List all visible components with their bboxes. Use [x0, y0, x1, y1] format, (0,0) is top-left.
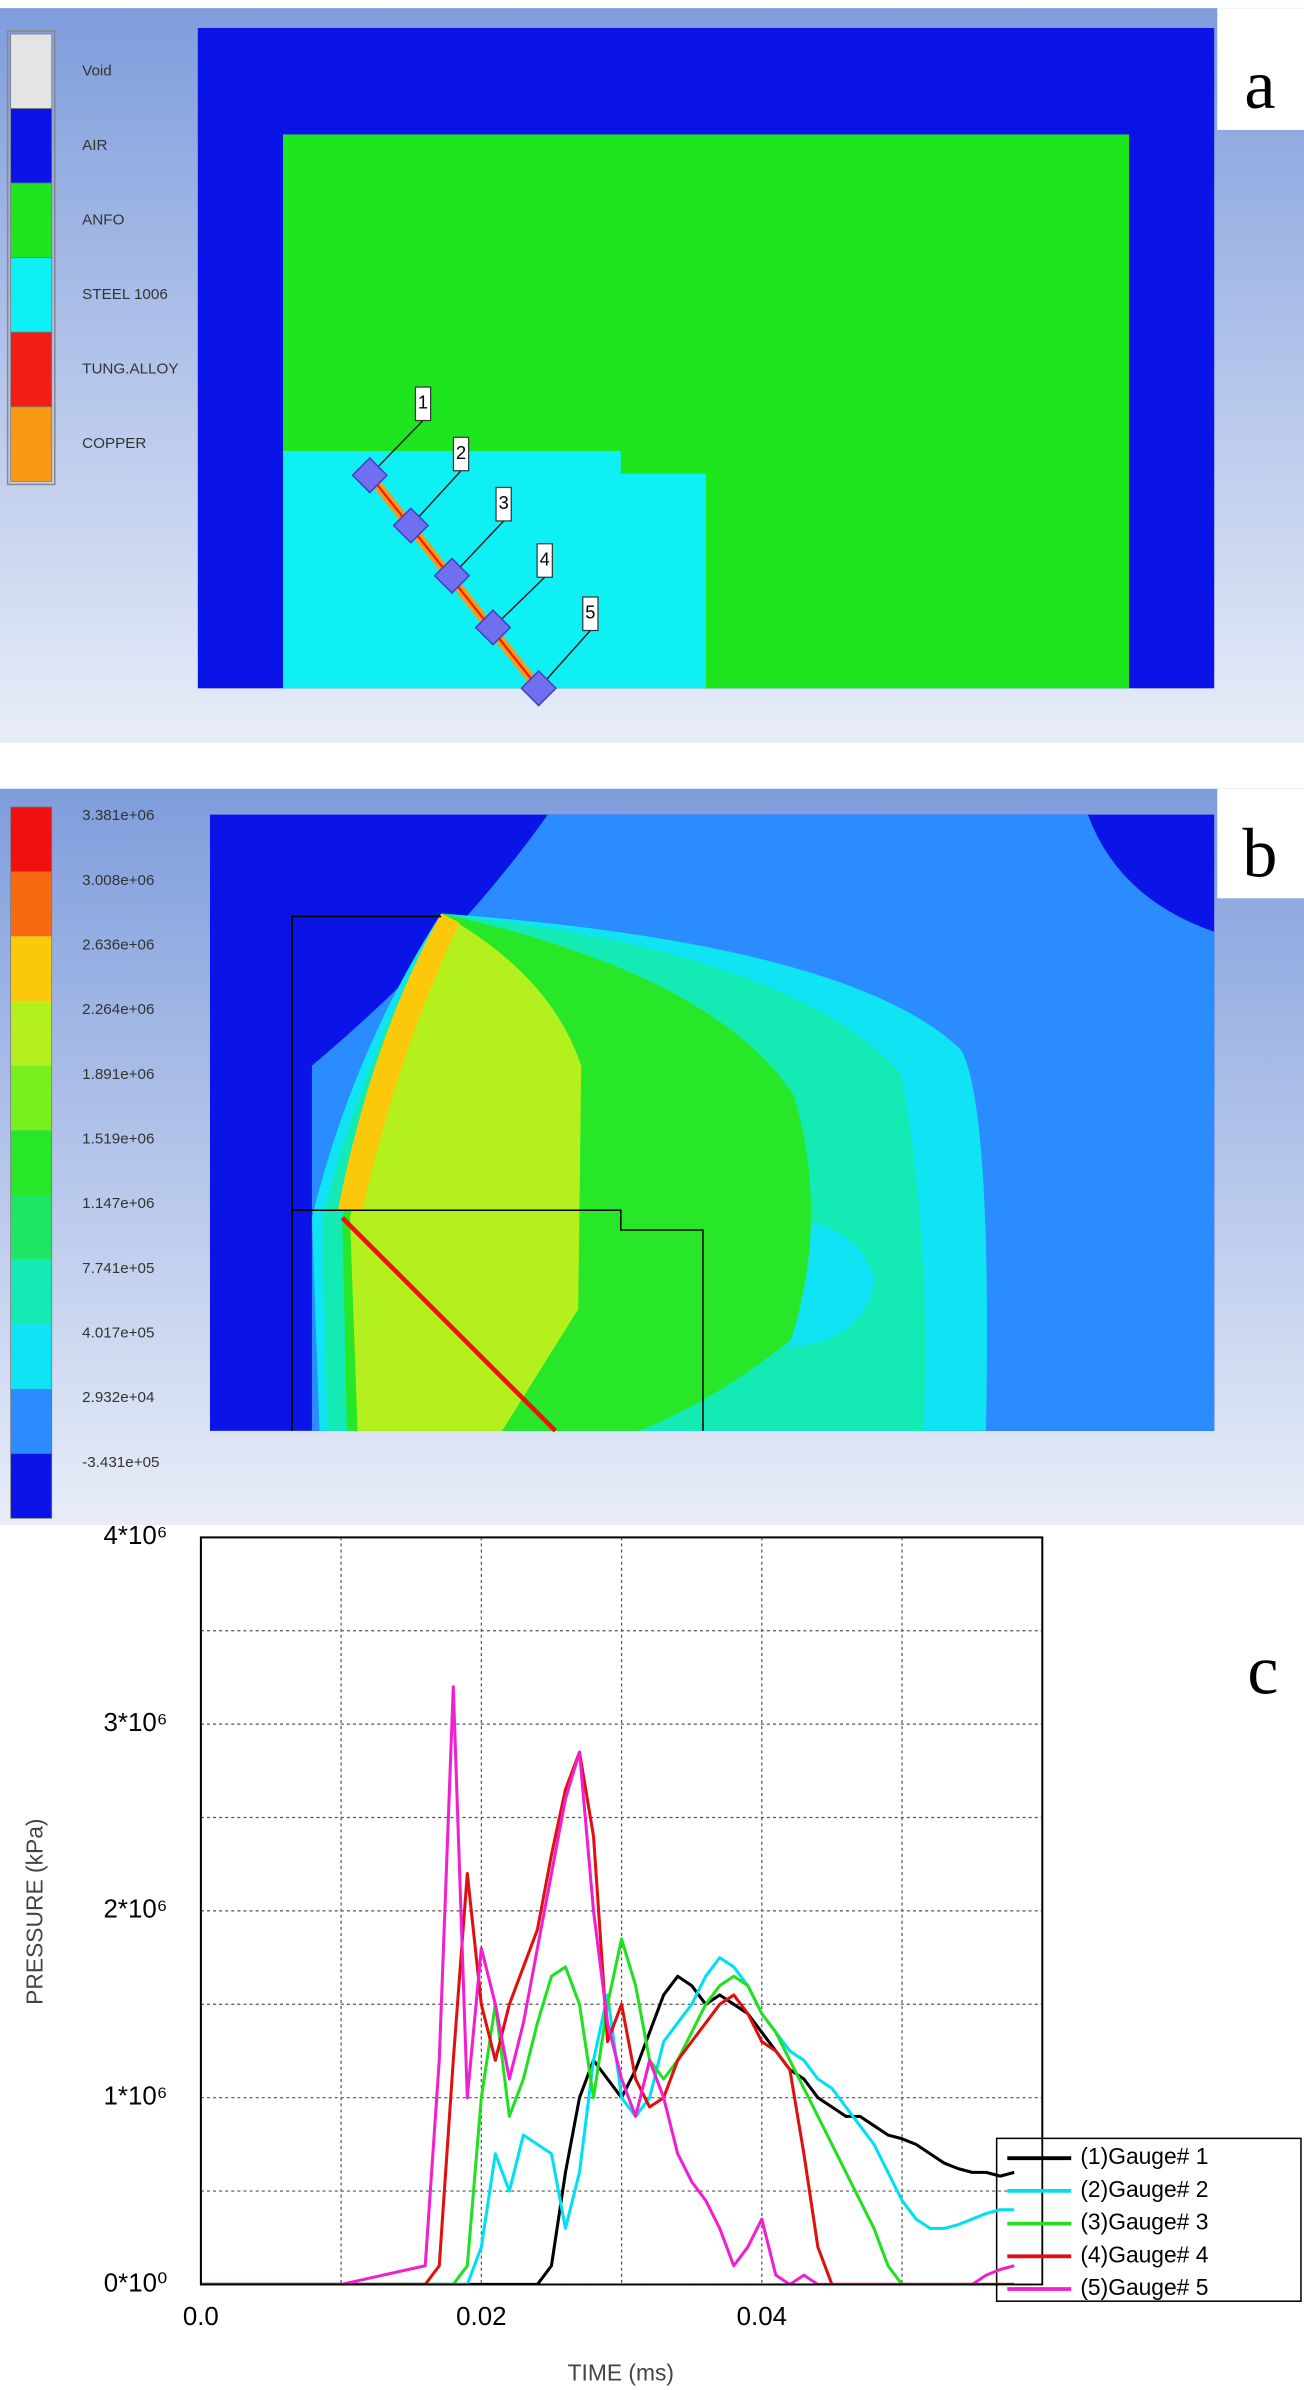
legend-label: Void	[82, 62, 112, 79]
legend-label: (4)Gauge# 4	[1080, 2241, 1208, 2267]
jet	[340, 1216, 557, 1433]
legend-label: (3)Gauge# 3	[1080, 2209, 1208, 2235]
x-tick-label: 0.02	[456, 2303, 506, 2331]
colorbar-label: 4.017e+05	[82, 1324, 154, 1341]
legend-swatch	[10, 406, 53, 482]
y-axis-label: PRESSURE (kPa)	[22, 1818, 48, 2004]
series-line	[200, 1750, 1015, 2285]
colorbar-band	[10, 871, 52, 937]
panel-label: a	[1244, 47, 1275, 124]
colorbar-band	[10, 1130, 52, 1195]
colorbar-band	[10, 1453, 52, 1519]
x-tick-label: 0.04	[737, 2303, 787, 2331]
label-box	[1217, 788, 1304, 899]
colorbar-label: 2.636e+06	[82, 936, 154, 953]
y-tick-label: 1*10⁶	[104, 2083, 168, 2111]
gauge-label: 5	[585, 602, 595, 623]
label-box	[1217, 8, 1304, 130]
legend-swatch	[10, 331, 53, 408]
colorbar-band	[10, 936, 52, 1001]
colorbar-label: 1.519e+06	[82, 1130, 154, 1147]
y-tick-label: 2*10⁶	[104, 1896, 168, 1924]
legend-label: (2)Gauge# 2	[1080, 2176, 1208, 2202]
legend-label: (5)Gauge# 5	[1080, 2274, 1208, 2300]
panel-label: c	[1247, 1632, 1278, 1709]
legend-swatch	[10, 108, 53, 184]
material-outline	[291, 915, 704, 1431]
colorbar-band	[10, 1195, 52, 1260]
y-tick-label: 0*10⁰	[104, 2269, 168, 2297]
panel-label: b	[1242, 815, 1277, 892]
colorbar-band	[10, 1324, 52, 1390]
colorbar-frame	[10, 806, 53, 1519]
colorbar-band	[10, 1259, 52, 1325]
gauge-label-box	[414, 386, 432, 422]
colorbar-label: 3.008e+06	[82, 872, 154, 889]
gauge-marker	[474, 609, 512, 646]
y-tick-label: 4*10⁶	[104, 1522, 168, 1550]
legend-label: STEEL 1006	[82, 286, 168, 303]
colorbar-band	[10, 1000, 52, 1066]
steel-region	[283, 450, 707, 689]
gauge-label-box	[536, 543, 553, 578]
legend	[995, 2137, 1302, 2302]
gauge-marker	[433, 557, 471, 595]
colorbar-label: 7.741e+05	[82, 1260, 154, 1277]
gauge-label-box	[495, 486, 512, 522]
series-line	[200, 1685, 1015, 2285]
legend-label: TUNG.ALLOY	[82, 361, 178, 378]
x-axis-label: TIME (ms)	[568, 2359, 674, 2385]
series-line	[200, 1956, 1015, 2285]
legend-label: AIR	[82, 137, 107, 154]
legend-label: COPPER	[82, 435, 146, 452]
colorbar-label: 1.147e+06	[82, 1195, 154, 1212]
legend-swatch	[10, 182, 53, 259]
colorbar-label: 2.932e+04	[82, 1389, 155, 1406]
gauge-label: 4	[540, 548, 550, 569]
colorbar-band	[10, 1065, 52, 1131]
gauge-marker	[351, 456, 389, 494]
colorbar-band	[10, 1389, 52, 1454]
plot-border	[199, 1536, 1044, 2286]
gauge-label: 2	[456, 442, 466, 463]
x-tick-label: 0.0	[183, 2303, 219, 2331]
colorbar-label: 1.891e+06	[82, 1066, 154, 1083]
gauge-label: 1	[418, 392, 428, 413]
gauge-marker	[520, 670, 557, 707]
colorbar-label: 3.381e+06	[82, 807, 154, 824]
legend-swatch	[10, 33, 53, 109]
legend-frame	[6, 30, 56, 486]
colorbar-label: -3.431e+05	[82, 1454, 159, 1471]
gauge-marker	[392, 507, 430, 544]
colorbar-label: 2.264e+06	[82, 1001, 154, 1018]
gauge-label-box	[582, 596, 599, 632]
gauge-label: 3	[499, 492, 509, 513]
legend-swatch	[10, 257, 53, 333]
colorbar-band	[10, 806, 52, 872]
pressure-zone	[337, 913, 460, 1211]
legend-label: ANFO	[82, 211, 124, 228]
gauge-label-box	[452, 436, 470, 472]
y-tick-label: 3*10⁶	[104, 1709, 168, 1737]
legend-label: (1)Gauge# 1	[1080, 2143, 1208, 2169]
